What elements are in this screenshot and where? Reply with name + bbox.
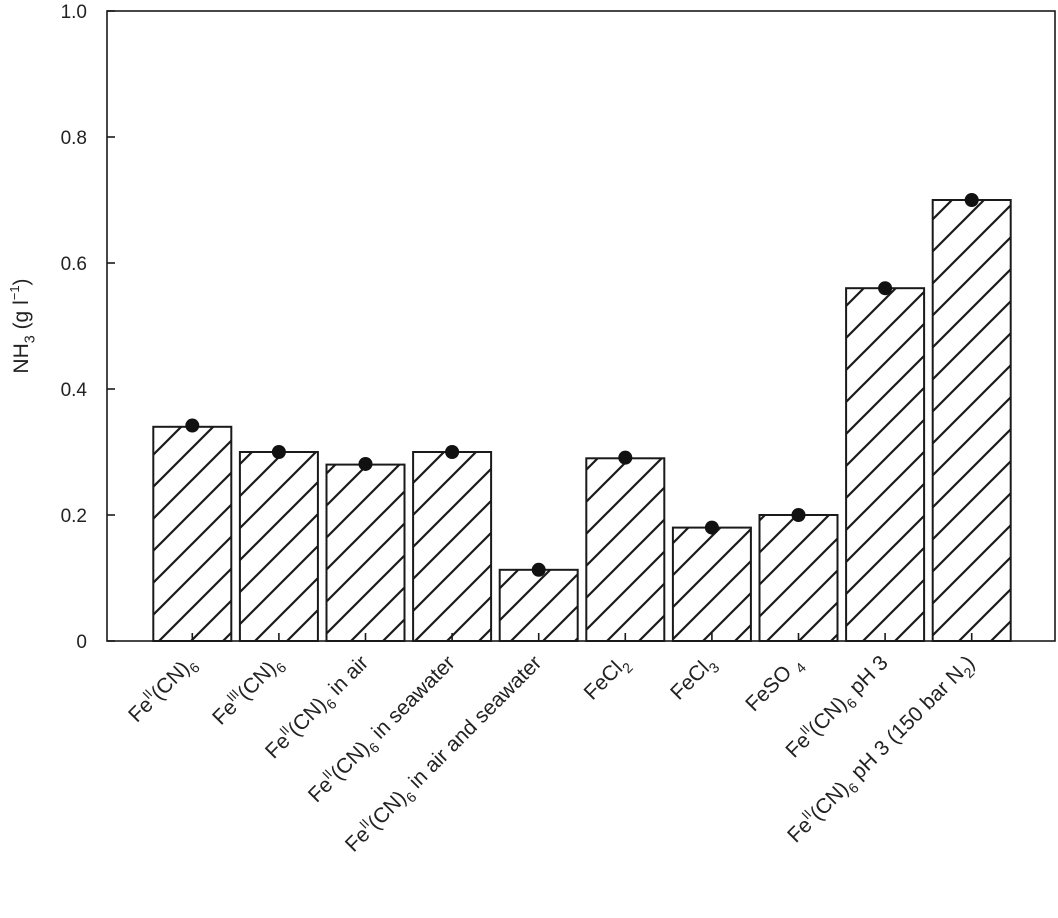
data-point-8 — [791, 508, 806, 522]
y-axis-title: NH3 (g l−1) — [7, 278, 38, 373]
y-axis: 0 0.2 0.4 0.6 0.8 1.0 — [61, 2, 115, 653]
bar-1 — [152, 425, 233, 642]
bar-8 — [758, 514, 839, 642]
y-tick-label-3: 0.4 — [61, 380, 88, 401]
y-tick-label-6: 1.0 — [61, 2, 87, 23]
y-tick-label-1: 0 — [76, 632, 87, 653]
bar-2 — [238, 451, 319, 642]
bar-6 — [585, 457, 666, 642]
data-point-5 — [531, 562, 546, 577]
category-label-8: FeSO 4 — [741, 651, 810, 720]
y-tick-label-4: 0.6 — [61, 254, 87, 275]
data-point-10 — [964, 193, 979, 207]
category-label-2: FeIII(CN)6 — [206, 649, 290, 733]
data-point-3 — [358, 456, 373, 471]
category-label-7: FeCl3 — [666, 651, 723, 708]
bar-3 — [325, 463, 406, 642]
bar-10 — [931, 199, 1012, 642]
bar-5 — [498, 568, 579, 642]
y-tick-label-5: 0.8 — [61, 128, 87, 149]
category-label-10: FeII(CN)6 pH 3 (150 bar N2) — [781, 649, 983, 851]
data-point-4 — [445, 445, 460, 459]
bar-4 — [412, 451, 493, 642]
data-point-6 — [618, 450, 633, 465]
category-label-1: FeII(CN)6 — [122, 649, 203, 730]
points-group — [185, 193, 979, 577]
bar-7 — [671, 526, 752, 642]
data-point-1 — [185, 418, 200, 433]
data-point-7 — [704, 520, 719, 535]
data-point-2 — [271, 445, 286, 459]
y-tick-label-2: 0.2 — [61, 506, 87, 527]
category-label-4: FeII(CN)6 in seawater — [302, 649, 463, 810]
category-label-6: FeCl2 — [580, 651, 637, 708]
bars-group — [152, 199, 1012, 642]
bar-9 — [845, 287, 926, 642]
plot-frame — [106, 10, 1056, 642]
data-point-9 — [878, 281, 893, 296]
